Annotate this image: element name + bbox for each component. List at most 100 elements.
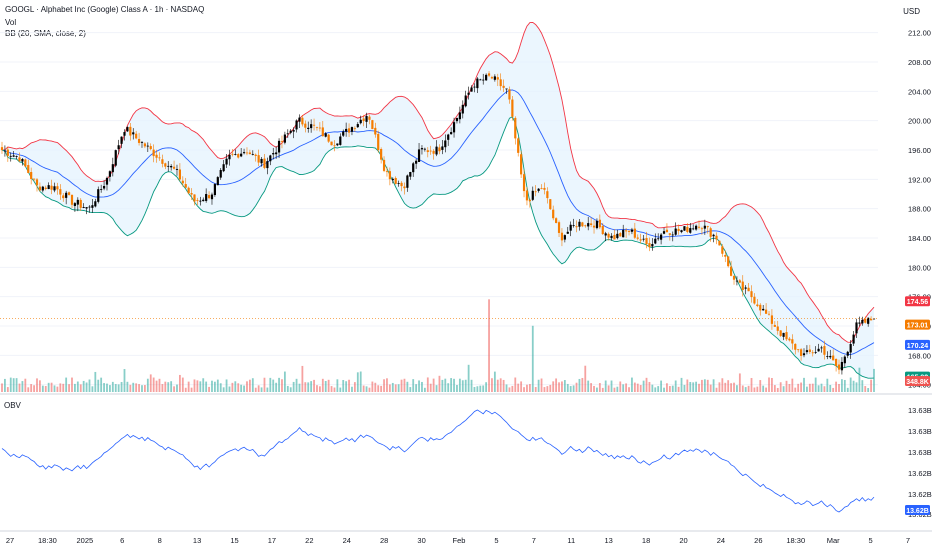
candle-body [855, 322, 858, 334]
candle-body [435, 146, 438, 155]
candle-body [161, 159, 164, 164]
candle-body [432, 150, 435, 154]
candle-body [240, 153, 243, 157]
volume-bar [295, 378, 298, 392]
volume-bar [794, 387, 797, 392]
volume-bar [744, 387, 747, 392]
volume-bar [843, 379, 846, 392]
price-tick-label: 192.00 [908, 175, 931, 184]
candle-body [167, 165, 170, 167]
volume-bar [423, 387, 426, 392]
volume-bar [39, 380, 41, 392]
candle-body [213, 184, 216, 196]
volume-bar [386, 378, 388, 392]
volume-bar [701, 379, 703, 392]
obv-badge: 13.62B [906, 508, 929, 515]
candle-body [636, 237, 639, 239]
volume-bar [499, 378, 502, 392]
volume-bar [243, 385, 245, 392]
volume-bar [852, 380, 855, 392]
candle-body [864, 318, 867, 323]
volume-bar [517, 383, 520, 392]
candle-body [330, 141, 333, 146]
volume-bar [803, 377, 805, 392]
candle-body [415, 160, 418, 164]
candle-body [473, 86, 476, 88]
candle-body [834, 358, 838, 366]
candle-body [584, 225, 587, 227]
volume-bar [470, 379, 473, 392]
volume-bar [540, 378, 543, 392]
volume-bar [62, 383, 65, 392]
volume-bar [132, 382, 135, 392]
volume-bar [388, 384, 391, 392]
volume-bar [345, 381, 348, 392]
volume-bar [561, 381, 563, 392]
candle-body [423, 148, 426, 150]
candle-body [522, 174, 526, 192]
volume-bar [313, 379, 315, 392]
volume-bar [677, 386, 680, 392]
volume-bar [222, 387, 225, 392]
candle-body [365, 116, 368, 122]
candle-body [619, 233, 622, 237]
currency-label: USD [903, 7, 920, 16]
volume-bar [129, 384, 132, 392]
volume-bar [383, 379, 385, 392]
candle-body [187, 187, 190, 194]
candle-body [0, 147, 4, 151]
candle-body [738, 280, 741, 283]
candle-body [225, 158, 228, 165]
volume-bar [631, 377, 633, 392]
volume-bar [415, 384, 418, 392]
candle-body [505, 88, 508, 90]
volume-bar [820, 383, 823, 392]
candle-body [85, 207, 88, 209]
candle-body [170, 165, 173, 168]
volume-bar [1, 383, 3, 392]
volume-bar [316, 385, 318, 392]
candle-body [359, 119, 362, 124]
candle-body [674, 228, 677, 235]
candle-body [493, 76, 496, 80]
candle-body [59, 189, 62, 195]
volume-bar [493, 371, 496, 392]
candle-body [613, 234, 616, 240]
candle-body [248, 152, 251, 155]
candle-body [324, 133, 327, 137]
candle-body [689, 228, 692, 233]
volume-bar [114, 384, 117, 392]
candle-body [520, 154, 523, 175]
volume-bar [196, 380, 199, 392]
candle-body [333, 145, 336, 147]
candle-body [280, 141, 284, 142]
volume-bar [526, 384, 528, 392]
candle-body [438, 147, 441, 152]
volume-bar [4, 378, 6, 392]
volume-bar [435, 385, 438, 392]
volume-bar [278, 377, 280, 392]
candle-body [65, 192, 68, 198]
time-tick-label: 26 [754, 536, 762, 545]
volume-bar [508, 387, 511, 392]
candle-body [368, 116, 371, 120]
candle-body [458, 112, 461, 120]
volume-bar [339, 387, 342, 392]
candle-body [762, 308, 765, 311]
time-axis: 27 18:30 2025 6 8 13 15 17 22 24 28 30 Feb 5 7 11 13 18 20… [0, 530, 932, 545]
volume-bar [750, 378, 753, 392]
candle-body [181, 180, 184, 184]
candle-body [27, 165, 30, 173]
candle-body [625, 230, 628, 232]
candle-body [805, 350, 809, 353]
volume-bar [610, 380, 613, 392]
price-tick-label: 168.00 [908, 351, 931, 360]
volume-bar [260, 387, 263, 392]
volume-bar [190, 387, 193, 392]
volume-bar [123, 369, 126, 392]
volume-bar [289, 387, 292, 392]
candle-body [712, 234, 715, 237]
candle-body [339, 136, 342, 145]
volume-bar [593, 385, 595, 392]
